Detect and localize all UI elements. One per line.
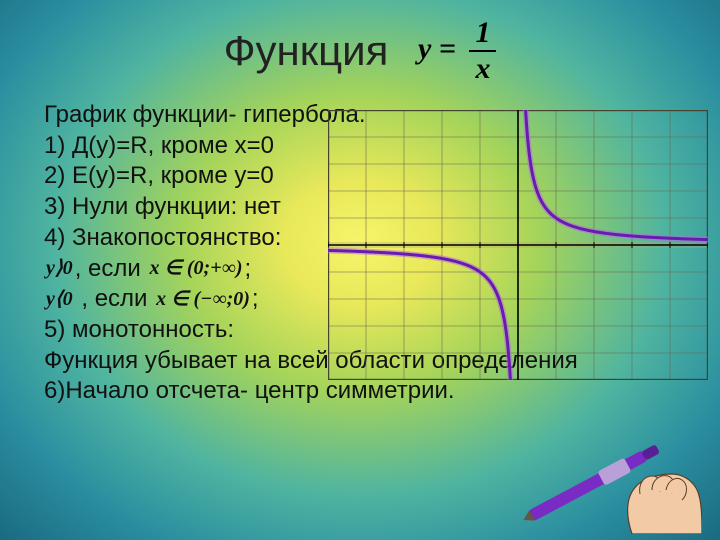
text-line: 6)Начало отсчета- центр симметрии.	[44, 376, 684, 407]
math-y-gt-0: y⟩0	[44, 256, 75, 282]
hyperbola-chart	[328, 110, 708, 380]
formula-lhs: y	[418, 32, 431, 65]
formula-eq: =	[431, 32, 463, 65]
slide-title: Функция y = 1x	[0, 18, 720, 84]
math-x-in-pos: x ∈ (0;+∞)	[147, 256, 244, 282]
hand-with-pen-icon	[512, 424, 702, 534]
formula-fraction: 1x	[469, 18, 496, 84]
chart-svg	[328, 110, 708, 380]
title-word: Функция	[224, 27, 389, 74]
math-x-in-neg: x ∈ (−∞;0)	[154, 287, 252, 313]
title-formula: y = 1x	[418, 18, 496, 84]
math-y-lt-0: y⟨0	[44, 287, 75, 313]
text-fragment: ;	[252, 285, 259, 312]
text-fragment: , если	[75, 255, 148, 282]
text-fragment: ;	[245, 255, 252, 282]
formula-num: 1	[469, 18, 496, 52]
text-fragment: , если	[75, 285, 154, 312]
formula-den: x	[469, 52, 496, 84]
